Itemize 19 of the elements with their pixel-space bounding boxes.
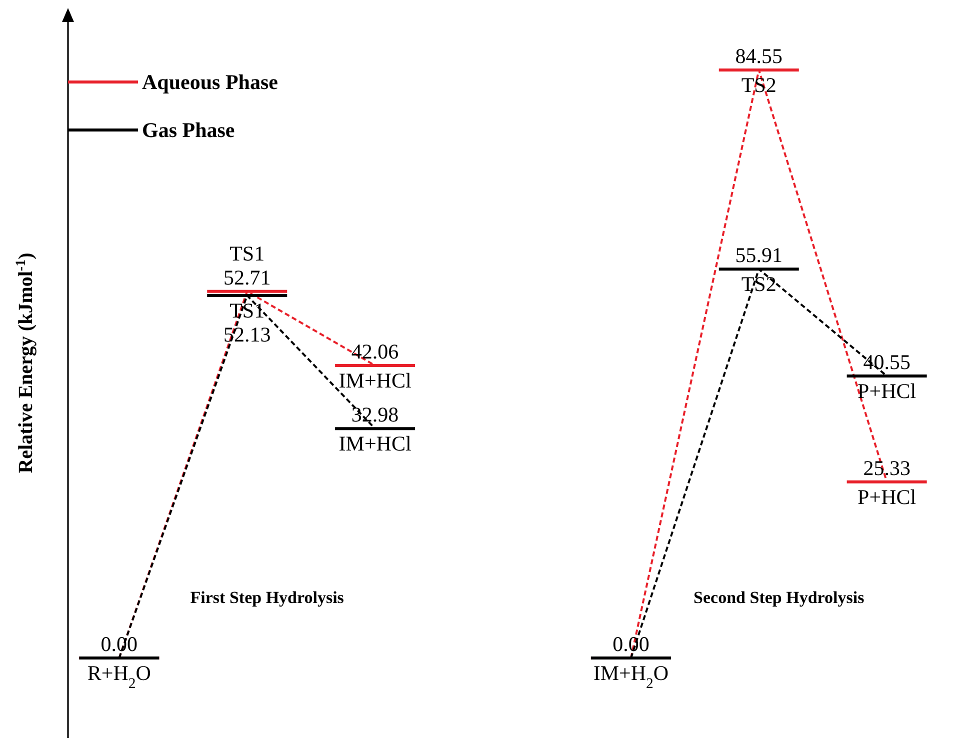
legend-label: Aqueous Phase <box>142 70 278 94</box>
x-tick-label: IM+H$_{2}$O <box>593 661 669 692</box>
category-label: IM+HCl <box>338 432 412 456</box>
data-label: 0.00 <box>100 632 138 656</box>
data-label: 42.06 <box>351 339 399 364</box>
category-label: TS2 <box>741 272 776 296</box>
annotation: Second Step Hydrolysis <box>692 588 866 608</box>
data-label: 25.33 <box>863 456 910 480</box>
category-label: P+HCl <box>858 378 916 403</box>
data-label: 0.00 <box>612 632 650 656</box>
category-label: TS1 <box>230 298 265 322</box>
data-label: 52.13 <box>223 322 271 346</box>
data-label: 84.55 <box>735 44 783 68</box>
legend-label: Gas Phase <box>142 118 235 142</box>
data-label: 32.98 <box>351 402 399 427</box>
annotation: First Step Hydrolysis <box>189 588 345 608</box>
x-tick-label: R+H$_{2}$O <box>87 661 151 692</box>
data-label: 52.71 <box>223 265 271 290</box>
data-label: 55.91 <box>735 243 783 268</box>
